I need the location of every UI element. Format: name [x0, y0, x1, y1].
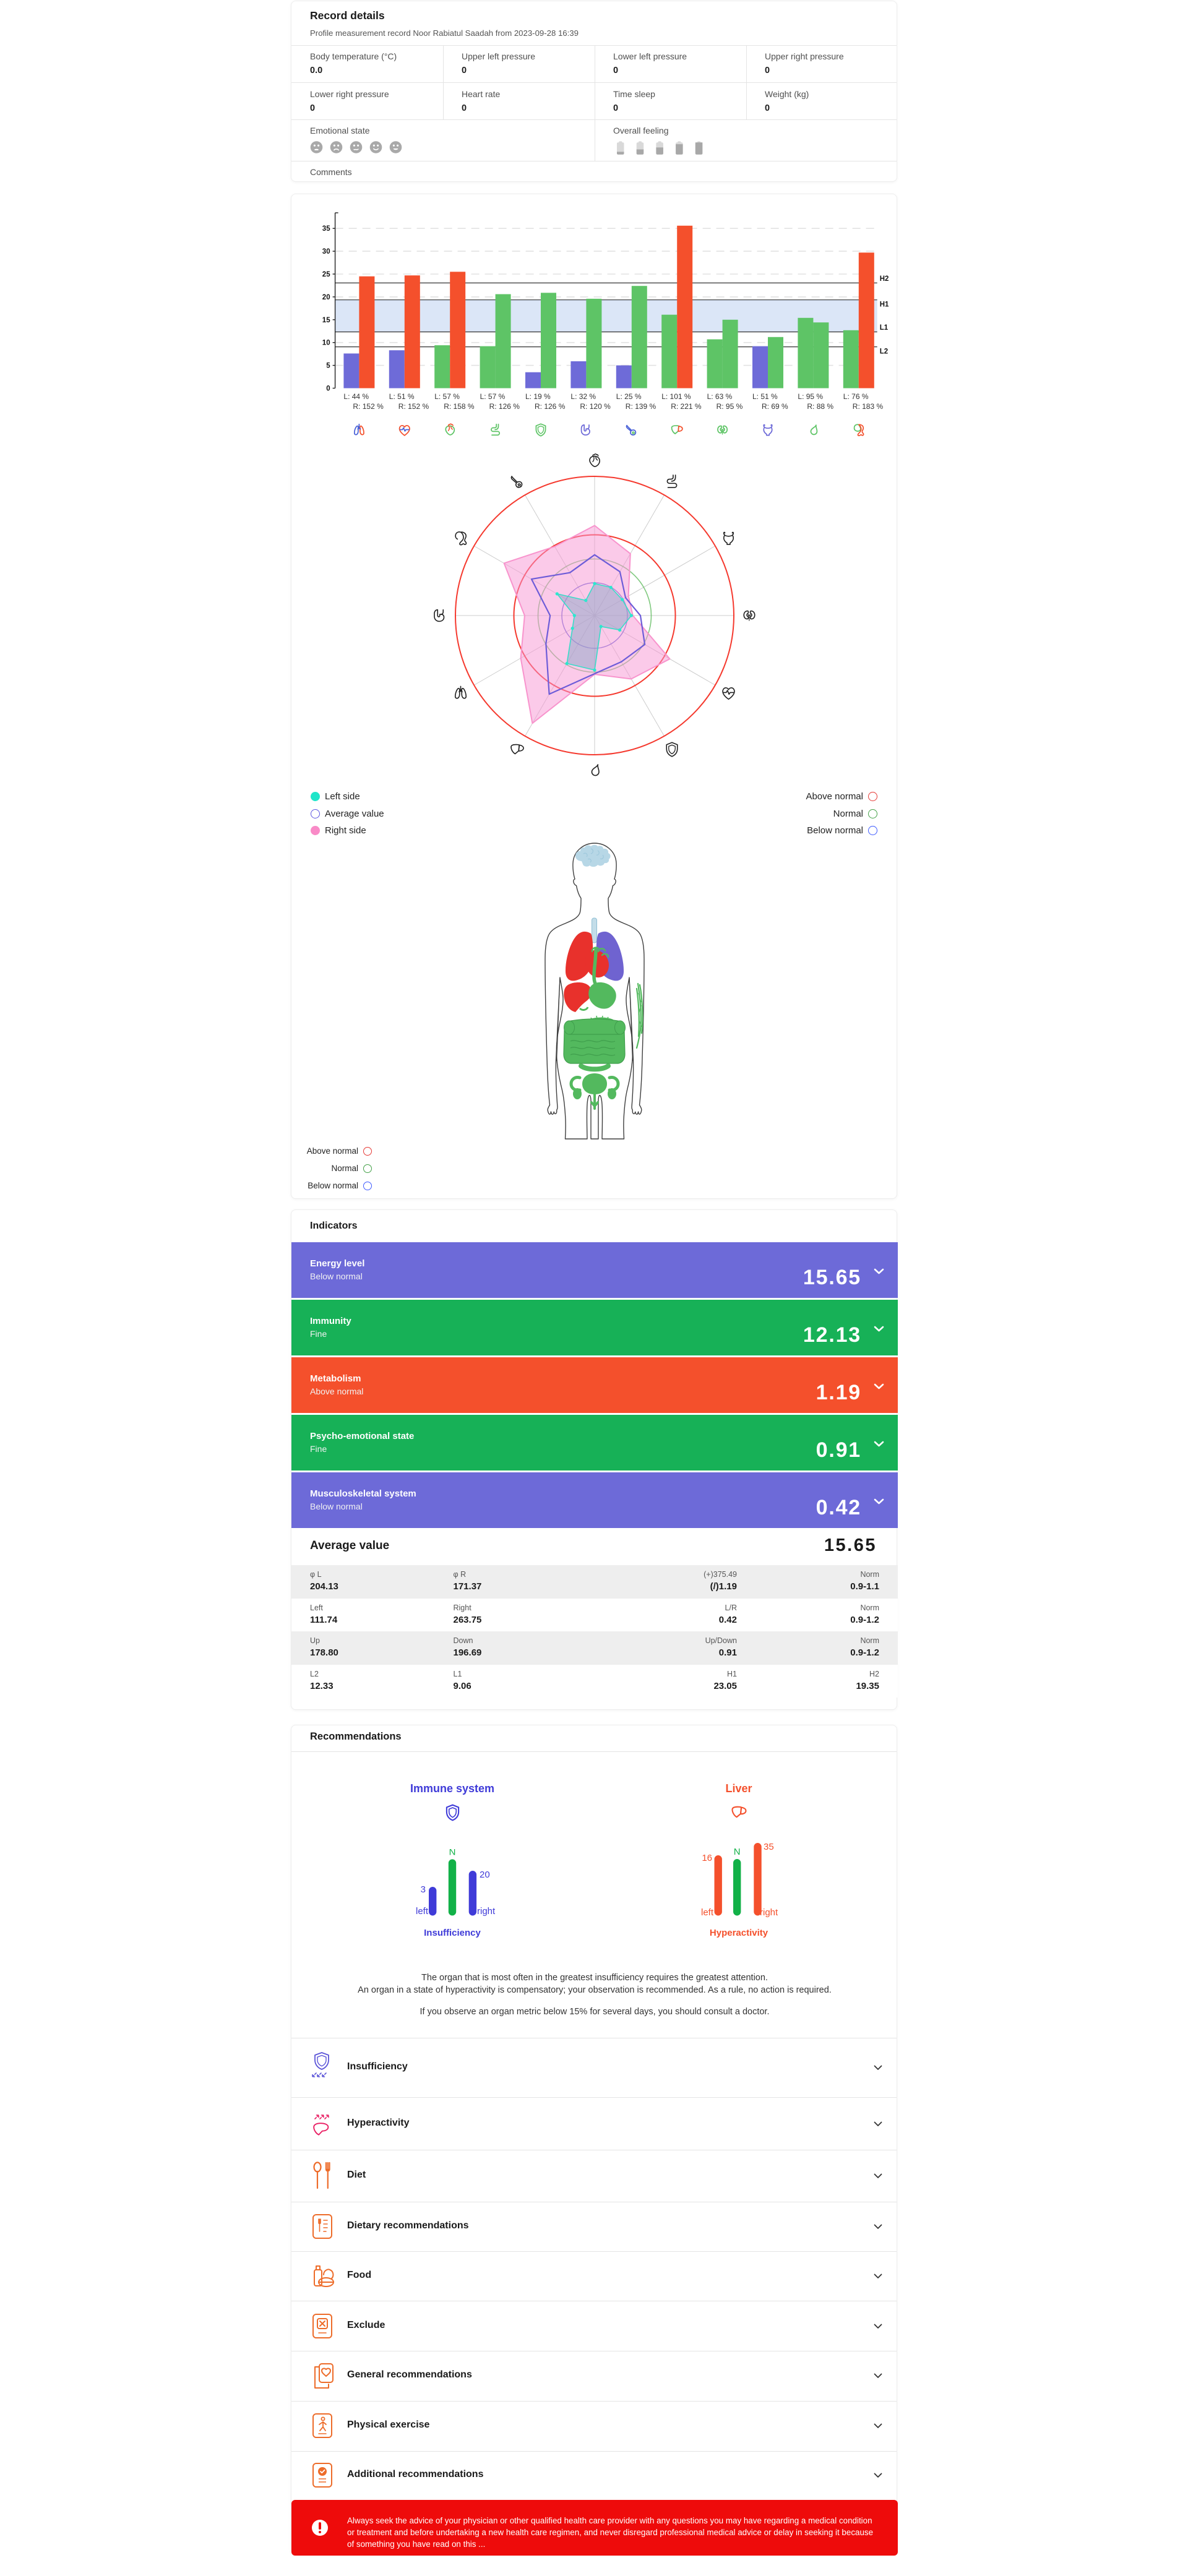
svg-text:30: 30	[322, 248, 330, 255]
svg-text:20: 20	[322, 294, 330, 301]
svg-text:N: N	[449, 1849, 456, 1858]
svg-text:20: 20	[480, 1870, 490, 1880]
svg-text:5: 5	[326, 363, 330, 370]
svg-text:L: 51 %: L: 51 %	[389, 392, 415, 401]
svg-text:N: N	[734, 1847, 741, 1857]
svg-text:L: 19 %: L: 19 %	[525, 392, 551, 401]
svg-text:0: 0	[326, 385, 330, 393]
svg-text:16: 16	[702, 1853, 712, 1863]
svg-text:H1: H1	[880, 301, 889, 309]
svg-text:L: 32 %: L: 32 %	[570, 392, 596, 401]
svg-text:L1: L1	[880, 324, 889, 332]
svg-text:right: right	[477, 1906, 496, 1917]
svg-text:L: 44 %: L: 44 %	[343, 392, 369, 401]
svg-text:35: 35	[764, 1842, 774, 1852]
svg-text:R: 183 %: R: 183 %	[853, 402, 884, 411]
svg-text:15: 15	[322, 317, 330, 324]
svg-text:R: 69 %: R: 69 %	[762, 402, 788, 411]
svg-text:35: 35	[322, 225, 330, 233]
svg-text:left: left	[416, 1906, 429, 1917]
svg-text:left: left	[701, 1907, 714, 1918]
svg-text:25: 25	[322, 271, 330, 278]
svg-text:L: 63 %: L: 63 %	[707, 392, 733, 401]
svg-text:R: 152 %: R: 152 %	[353, 402, 384, 411]
svg-text:R: 95 %: R: 95 %	[717, 402, 743, 411]
svg-text:R: 126 %: R: 126 %	[535, 402, 566, 411]
svg-text:L: 101 %: L: 101 %	[661, 392, 691, 401]
svg-text:L: 95 %: L: 95 %	[798, 392, 823, 401]
svg-text:L: 57 %: L: 57 %	[434, 392, 460, 401]
svg-text:R: 152 %: R: 152 %	[398, 402, 429, 411]
svg-text:right: right	[760, 1907, 778, 1918]
svg-text:R: 139 %: R: 139 %	[626, 402, 656, 411]
svg-text:L: 57 %: L: 57 %	[480, 392, 506, 401]
svg-text:L2: L2	[880, 348, 888, 356]
svg-text:R: 126 %: R: 126 %	[489, 402, 520, 411]
svg-text:R: 120 %: R: 120 %	[580, 402, 611, 411]
svg-text:3: 3	[421, 1884, 426, 1895]
svg-text:L: 25 %: L: 25 %	[616, 392, 642, 401]
svg-text:R: 88 %: R: 88 %	[807, 402, 833, 411]
svg-text:L: 51 %: L: 51 %	[752, 392, 778, 401]
svg-text:R: 221 %: R: 221 %	[671, 402, 702, 411]
svg-text:R: 158 %: R: 158 %	[444, 402, 475, 411]
svg-text:H2: H2	[880, 275, 889, 283]
svg-text:L: 76 %: L: 76 %	[843, 392, 869, 401]
svg-text:10: 10	[322, 340, 330, 347]
